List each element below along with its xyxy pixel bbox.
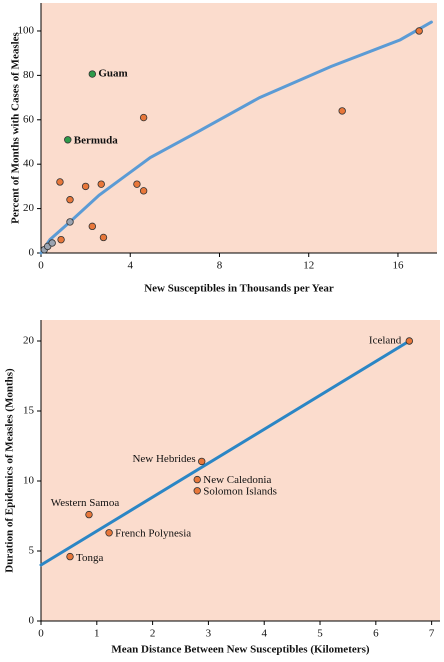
point-label: Iceland (369, 335, 402, 347)
data-point (88, 70, 97, 78)
x-tick-label: 5 (317, 628, 323, 640)
point-label: Guam (98, 68, 127, 80)
data-point (405, 337, 414, 345)
data-point (193, 475, 201, 484)
x-tick-label: 4 (127, 260, 133, 272)
data-point (139, 113, 148, 122)
x-tick-label: 12 (303, 260, 314, 272)
data-point (133, 180, 141, 188)
y-axis-title: Percent of Months with Cases of Measles (10, 31, 22, 223)
x-tick-label: 2 (150, 628, 156, 640)
x-tick-label: 16 (392, 260, 404, 272)
x-axis-title: Mean Distance Between New Susceptibles (… (111, 644, 369, 656)
point-label: French Polynesia (115, 527, 191, 539)
y-tick-label: 15 (23, 405, 35, 417)
fit-line (39, 339, 411, 567)
data-point (48, 239, 56, 247)
data-point (338, 107, 346, 115)
y-axis-title: Duration of Epidemics of Measles (Months… (4, 368, 16, 573)
y-tick-label: 40 (23, 158, 35, 170)
x-tick-label: 7 (429, 628, 435, 640)
data-point (66, 218, 74, 226)
x-tick-label: 0 (38, 628, 44, 640)
y-tick-label: 20 (23, 335, 35, 347)
data-point (66, 196, 74, 204)
point-label: New Caledonia (203, 474, 271, 486)
point-label: Bermuda (74, 134, 119, 146)
data-point (198, 457, 206, 466)
x-tick-label: 6 (373, 628, 379, 640)
data-point (57, 235, 65, 244)
data-point (88, 222, 97, 231)
y-tick-label: 10 (23, 475, 35, 487)
point-label: New Hebrides (132, 453, 195, 465)
y-tick-label: 20 (23, 202, 35, 214)
data-point (99, 233, 108, 242)
plot-area (41, 3, 437, 253)
fit-line (39, 20, 433, 255)
data-point (64, 136, 72, 144)
y-tick-label: 80 (23, 69, 35, 81)
data-point (105, 529, 113, 537)
x-tick-label: 1 (94, 628, 100, 640)
y-tick-label: 60 (23, 113, 35, 125)
plot-area (41, 320, 440, 621)
y-tick-label: 0 (29, 247, 35, 259)
data-point (85, 510, 93, 519)
point-label: Solomon Islands (203, 485, 277, 497)
x-tick-label: 8 (217, 260, 223, 272)
y-tick-label: 100 (18, 25, 35, 37)
data-point (66, 552, 74, 561)
point-label: Tonga (76, 552, 103, 564)
y-tick-label: 0 (29, 615, 35, 627)
x-axis-title: New Susceptibles in Thousands per Year (144, 283, 334, 295)
data-point (415, 27, 423, 35)
data-point (56, 178, 64, 186)
x-tick-label: 0 (38, 260, 44, 272)
point-label: Western Samoa (51, 497, 120, 509)
data-point (81, 182, 90, 191)
y-tick-label: 5 (29, 545, 35, 557)
data-point (193, 487, 201, 495)
x-tick-label: 3 (206, 628, 212, 640)
data-point (139, 187, 148, 195)
data-point (97, 180, 105, 188)
x-tick-label: 4 (261, 628, 267, 640)
